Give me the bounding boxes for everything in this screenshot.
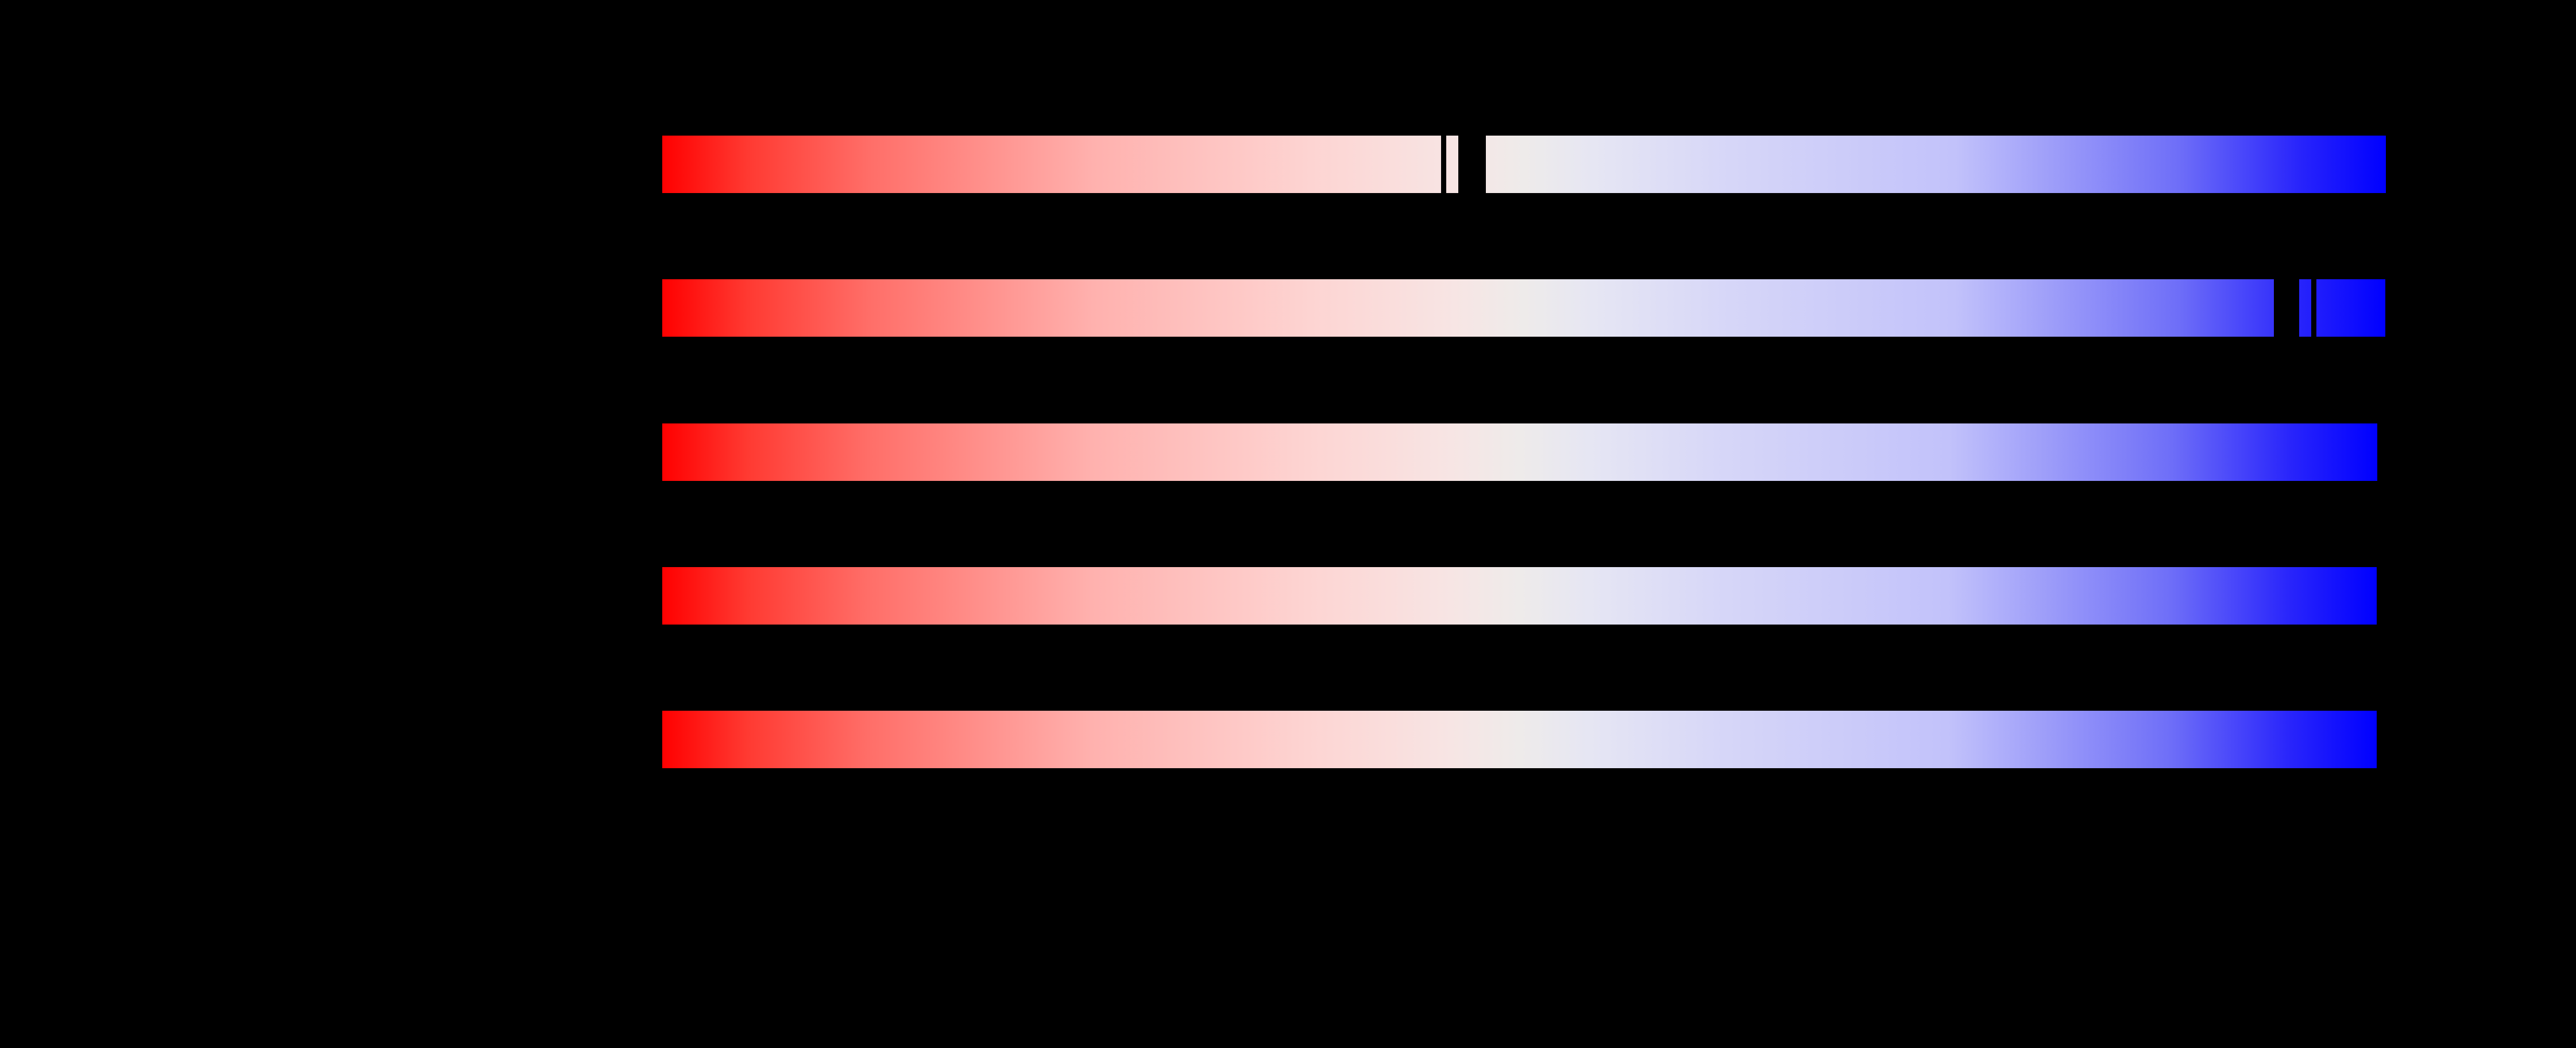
gradient-bar-row-5 [662,711,2377,768]
bar-gap-marker [2274,279,2299,337]
gradient-bar-row-4 [662,567,2377,625]
bar-gap-marker [1441,136,1446,193]
bar-gap-marker [2311,279,2316,337]
bar-gap-marker [1458,136,1486,193]
gradient-bar-row-2 [662,279,2385,337]
gradient-bar-row-1 [662,136,2386,193]
gradient-bar-row-3 [662,423,2377,481]
